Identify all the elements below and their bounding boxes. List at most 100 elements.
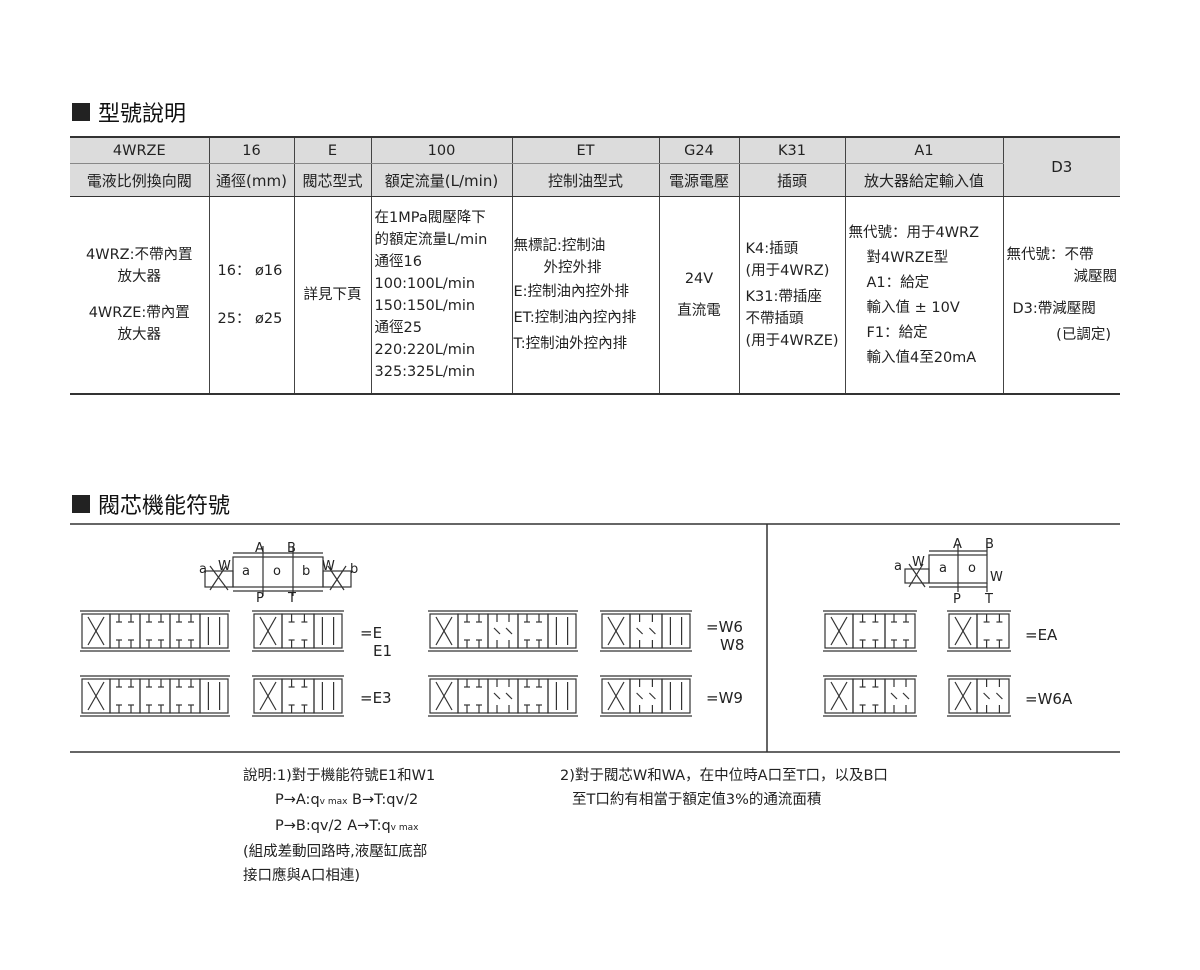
port-B: B [287, 541, 296, 556]
note-line: 說明:1)對于機能符號E1和W1 [243, 768, 436, 784]
symbol-W9 [636, 692, 644, 700]
symbol-EA-full [852, 613, 886, 649]
text: A1：給定 [866, 274, 930, 291]
text: 150:150L/min [374, 298, 476, 314]
symbol-W6A-full [890, 692, 898, 700]
spring-W-left: W [218, 559, 231, 574]
text: P→A:q [275, 792, 320, 808]
solenoid-b: b [350, 562, 358, 577]
symbol-W6A [954, 681, 972, 711]
spring-W-right: W [322, 559, 335, 574]
spring-W-right-left: W [912, 555, 925, 570]
text: 325:325L/min [374, 364, 476, 380]
code-cell: K31 [738, 137, 846, 164]
model-code-table: 4WRZE 16 E 100 ET G24 K31 A1 D3 電液比例換向閥 … [70, 136, 1120, 395]
symbol-W6-full [505, 627, 513, 635]
port-P: P [256, 591, 264, 606]
position-o: o [273, 564, 281, 579]
symbol-W6 [648, 627, 656, 635]
text: 24V [684, 271, 714, 287]
text: 無標記:控制油 [513, 238, 606, 254]
cell-voltage: 24V 直流電 [658, 196, 740, 394]
symbol-W9-full [547, 678, 577, 714]
header-cell: 插頭 [738, 163, 846, 197]
symbol-W6 [661, 613, 691, 649]
text: 16： ø16 [217, 263, 283, 279]
port-A-right: A [953, 537, 962, 552]
text: 輸入值 ± 10V [866, 299, 960, 316]
text: 外控外排 [543, 260, 602, 276]
code-row: 4WRZE 16 E 100 ET G24 K31 A1 D3 [70, 137, 1120, 197]
symbol-W6 [629, 613, 663, 649]
text: 直流電 [677, 303, 721, 319]
symbol-W9-full [487, 678, 519, 714]
symbol-W9-full [493, 692, 501, 700]
symbol-W6A [976, 678, 1010, 714]
code-cell: 100 [370, 137, 513, 164]
symbol-E3-full [199, 678, 229, 714]
label-W6A: =W6A [1025, 690, 1073, 708]
solenoid-right [322, 570, 352, 588]
note-2: 2)對于閥芯W和WA，在中位時A口至T口，以及B口 至T口約有相當于額定值3%的… [560, 764, 888, 812]
text: (用于4WRZE) [745, 333, 839, 349]
label-W6: =W6 [706, 618, 743, 636]
label-E1: E1 [373, 642, 392, 660]
note-line: P→A:qv max B→T:qv/2 [243, 788, 435, 814]
symbol-E3 [259, 681, 277, 711]
note-line: (組成差動回路時,液壓缸底部 [243, 844, 428, 860]
symbol-W6-full [457, 613, 489, 649]
symbol-line [908, 563, 926, 588]
text: (用于4WRZ) [745, 263, 830, 279]
text: 4WRZE:帶內置 [88, 305, 190, 321]
note-line: 至T口約有相當于額定值3%的通流面積 [572, 792, 822, 808]
symbol-EA [976, 613, 1010, 649]
text: 220:220L/min [374, 342, 476, 358]
text: P→B:qv/2 A→T:q [275, 818, 391, 834]
symbol-W6-full [487, 613, 519, 649]
port-A: A [255, 541, 264, 556]
text: B→T:qv/2 [347, 792, 419, 808]
symbol-E-full [109, 613, 141, 649]
position-a-right: a [939, 561, 947, 576]
symbol-EA [954, 616, 972, 646]
text: 不帶插頭 [745, 311, 804, 327]
label-EA: =EA [1025, 626, 1058, 644]
bullet-square-icon [72, 103, 90, 121]
symbol-E3 [281, 678, 315, 714]
position-a: a [242, 564, 250, 579]
note-line: 2)對于閥芯W和WA，在中位時A口至T口，以及B口 [560, 768, 888, 784]
position-o-right: o [968, 561, 976, 576]
symbol-E-full [169, 613, 201, 649]
cell-reducer: 無代號：不帶 減壓閥 D3:帶減壓閥 (已調定) [1002, 196, 1120, 394]
text: 4WRZ:不帶內置 [86, 247, 193, 263]
symbol-W6A-full [884, 678, 916, 714]
symbol-W9-full [457, 678, 489, 714]
symbol-W6 [607, 616, 625, 646]
header-row: 電液比例換向閥 通徑(mm) 閥芯型式 額定流量(L/min) 控制油型式 電源… [70, 163, 1120, 197]
text: 無代號：不帶 [1006, 247, 1094, 263]
code-cell: 4WRZE [70, 137, 210, 164]
symbol-E-full [139, 613, 171, 649]
cell-plug: K4:插頭 (用于4WRZ) K31:帶插座 不帶插頭 (用于4WRZE) [738, 196, 846, 394]
symbol-E3 [313, 678, 343, 714]
cell-valve-type: 4WRZ:不帶內置 放大器 4WRZE:帶內置 放大器 [70, 196, 210, 394]
code-cell: E [293, 137, 372, 164]
cell-control-oil: 無標記:控制油 外控外排 E:控制油內控外排 ET:控制油內控內排 T:控制油外… [511, 196, 660, 394]
symbol-W9 [629, 678, 663, 714]
symbol-E3-full [109, 678, 141, 714]
symbol-E [313, 613, 343, 649]
text: 在1MPa閥壓降下 [374, 210, 486, 226]
position-b: b [302, 564, 310, 579]
header-cell: 額定流量(L/min) [370, 163, 513, 197]
symbol-W6-full [493, 627, 501, 635]
text: ET:控制油內控內排 [513, 310, 637, 326]
symbol-W9 [648, 692, 656, 700]
symbol-E [281, 613, 315, 649]
note-line: 接口應與A口相連) [243, 868, 361, 884]
symbol-W6A-full [830, 681, 848, 711]
label-W8: W8 [720, 636, 744, 654]
symbol-EA-full [884, 613, 916, 649]
text: v max [319, 797, 348, 807]
symbol-W6A-full [902, 692, 910, 700]
